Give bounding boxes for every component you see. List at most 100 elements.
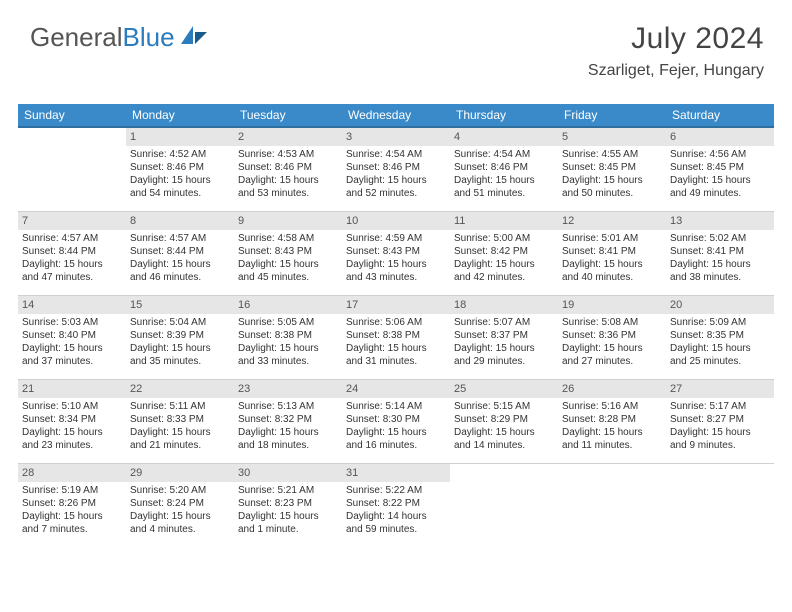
day-number: 15 (126, 296, 234, 314)
day-info-line: Daylight: 15 hours (670, 426, 770, 439)
calendar-day-cell: 24 Sunrise: 5:14 AMSunset: 8:30 PMDayligh… (342, 379, 450, 463)
day-info-line: Sunrise: 5:14 AM (346, 400, 446, 413)
calendar-day-cell: 9Sunrise: 4:58 AMSunset: 8:43 PMDaylight… (234, 211, 342, 295)
weekday-header: Thursday (450, 104, 558, 127)
day-info-line: Daylight: 15 hours (346, 258, 446, 271)
day-info-line: Sunrise: 4:54 AM (346, 148, 446, 161)
day-info-line: and 52 minutes. (346, 187, 446, 200)
day-info-line: and 46 minutes. (130, 271, 230, 284)
calendar-day-cell: 3Sunrise: 4:54 AMSunset: 8:46 PMDaylight… (342, 127, 450, 211)
day-info-line: Sunrise: 5:13 AM (238, 400, 338, 413)
day-info: Sunrise: 5:05 AMSunset: 8:38 PMDaylight:… (238, 316, 338, 368)
calendar-day-cell: 26Sunrise: 5:16 AMSunset: 8:28 PMDayligh… (558, 379, 666, 463)
day-info-line: Sunset: 8:35 PM (670, 329, 770, 342)
day-number: 13 (666, 212, 774, 230)
day-info: Sunrise: 4:52 AMSunset: 8:46 PMDaylight:… (130, 148, 230, 200)
day-info: Sunrise: 5:03 AMSunset: 8:40 PMDaylight:… (22, 316, 122, 368)
calendar-day-cell: 2Sunrise: 4:53 AMSunset: 8:46 PMDaylight… (234, 127, 342, 211)
day-info-line: Daylight: 14 hours (346, 510, 446, 523)
day-info-line: Sunset: 8:46 PM (454, 161, 554, 174)
calendar-day-cell: 4Sunrise: 4:54 AMSunset: 8:46 PMDaylight… (450, 127, 558, 211)
calendar-empty-cell (450, 463, 558, 547)
day-number: 3 (342, 128, 450, 146)
day-info-line: Daylight: 15 hours (130, 258, 230, 271)
day-info-line: and 51 minutes. (454, 187, 554, 200)
day-info: Sunrise: 5:19 AMSunset: 8:26 PMDaylight:… (22, 484, 122, 536)
day-number: 2 (234, 128, 342, 146)
calendar-table: SundayMondayTuesdayWednesdayThursdayFrid… (18, 104, 774, 547)
day-number: 6 (666, 128, 774, 146)
day-info-line: Sunrise: 5:06 AM (346, 316, 446, 329)
day-info: Sunrise: 5:07 AMSunset: 8:37 PMDaylight:… (454, 316, 554, 368)
day-number: 5 (558, 128, 666, 146)
day-info-line: Sunset: 8:40 PM (22, 329, 122, 342)
day-info-line: Sunrise: 4:54 AM (454, 148, 554, 161)
day-info-line: Daylight: 15 hours (238, 510, 338, 523)
day-info-line: Sunrise: 5:15 AM (454, 400, 554, 413)
calendar-day-cell: 20Sunrise: 5:09 AMSunset: 8:35 PMDayligh… (666, 295, 774, 379)
calendar-day-cell: 8Sunrise: 4:57 AMSunset: 8:44 PMDaylight… (126, 211, 234, 295)
day-number: 10 (342, 212, 450, 230)
day-info-line: Sunrise: 5:09 AM (670, 316, 770, 329)
day-info: Sunrise: 5:04 AMSunset: 8:39 PMDaylight:… (130, 316, 230, 368)
day-info-line: Sunrise: 5:03 AM (22, 316, 122, 329)
day-info: Sunrise: 4:58 AMSunset: 8:43 PMDaylight:… (238, 232, 338, 284)
month-year: July 2024 (588, 22, 764, 56)
day-info-line: and 47 minutes. (22, 271, 122, 284)
calendar-day-cell: 25Sunrise: 5:15 AMSunset: 8:29 PMDayligh… (450, 379, 558, 463)
day-number: 25 (450, 380, 558, 398)
day-info-line: Daylight: 15 hours (346, 426, 446, 439)
day-info-line: Daylight: 15 hours (562, 174, 662, 187)
day-info-line: Daylight: 15 hours (454, 342, 554, 355)
day-info-line: Sunset: 8:43 PM (238, 245, 338, 258)
day-info-line: Sunset: 8:33 PM (130, 413, 230, 426)
day-info: Sunrise: 5:14 AMSunset: 8:30 PMDaylight:… (346, 400, 446, 452)
day-info-line: and 1 minute. (238, 523, 338, 536)
calendar-day-cell: 30Sunrise: 5:21 AMSunset: 8:23 PMDayligh… (234, 463, 342, 547)
day-info-line: and 50 minutes. (562, 187, 662, 200)
day-info-line: and 33 minutes. (238, 355, 338, 368)
day-info-line: Sunset: 8:29 PM (454, 413, 554, 426)
day-info-line: Sunrise: 5:11 AM (130, 400, 230, 413)
calendar-day-cell: 5Sunrise: 4:55 AMSunset: 8:45 PMDaylight… (558, 127, 666, 211)
day-info-line: and 7 minutes. (22, 523, 122, 536)
calendar-week-row: 7Sunrise: 4:57 AMSunset: 8:44 PMDaylight… (18, 211, 774, 295)
day-info-line: Sunset: 8:38 PM (346, 329, 446, 342)
day-number: 24 (342, 380, 450, 398)
day-number: 19 (558, 296, 666, 314)
day-info: Sunrise: 4:57 AMSunset: 8:44 PMDaylight:… (22, 232, 122, 284)
day-info-line: Sunrise: 5:21 AM (238, 484, 338, 497)
calendar-day-cell: 29Sunrise: 5:20 AMSunset: 8:24 PMDayligh… (126, 463, 234, 547)
day-number: 11 (450, 212, 558, 230)
day-info-line: Daylight: 15 hours (22, 510, 122, 523)
day-number: 22 (126, 380, 234, 398)
day-info-line: Daylight: 15 hours (454, 258, 554, 271)
day-info-line: Sunset: 8:45 PM (670, 161, 770, 174)
weekday-header: Tuesday (234, 104, 342, 127)
day-info-line: and 9 minutes. (670, 439, 770, 452)
day-info-line: Daylight: 15 hours (238, 258, 338, 271)
day-info-line: and 31 minutes. (346, 355, 446, 368)
day-info-line: Sunrise: 4:56 AM (670, 148, 770, 161)
day-info-line: Daylight: 15 hours (346, 174, 446, 187)
day-info: Sunrise: 5:21 AMSunset: 8:23 PMDaylight:… (238, 484, 338, 536)
day-info-line: Sunset: 8:34 PM (22, 413, 122, 426)
sail-icon (179, 22, 209, 53)
day-info-line: Sunrise: 4:55 AM (562, 148, 662, 161)
day-info-line: Sunrise: 5:07 AM (454, 316, 554, 329)
calendar-day-cell: 16Sunrise: 5:05 AMSunset: 8:38 PMDayligh… (234, 295, 342, 379)
calendar-day-cell: 1Sunrise: 4:52 AMSunset: 8:46 PMDaylight… (126, 127, 234, 211)
calendar-empty-cell (18, 127, 126, 211)
day-info-line: Sunset: 8:26 PM (22, 497, 122, 510)
weekday-header: Saturday (666, 104, 774, 127)
day-info-line: and 27 minutes. (562, 355, 662, 368)
calendar-week-row: 28Sunrise: 5:19 AMSunset: 8:26 PMDayligh… (18, 463, 774, 547)
weekday-header-row: SundayMondayTuesdayWednesdayThursdayFrid… (18, 104, 774, 127)
calendar-day-cell: 28Sunrise: 5:19 AMSunset: 8:26 PMDayligh… (18, 463, 126, 547)
day-info-line: Daylight: 15 hours (670, 258, 770, 271)
calendar-day-cell: 27Sunrise: 5:17 AMSunset: 8:27 PMDayligh… (666, 379, 774, 463)
day-info: Sunrise: 4:56 AMSunset: 8:45 PMDaylight:… (670, 148, 770, 200)
day-info: Sunrise: 5:01 AMSunset: 8:41 PMDaylight:… (562, 232, 662, 284)
day-info-line: Sunrise: 4:57 AM (22, 232, 122, 245)
day-number: 8 (126, 212, 234, 230)
